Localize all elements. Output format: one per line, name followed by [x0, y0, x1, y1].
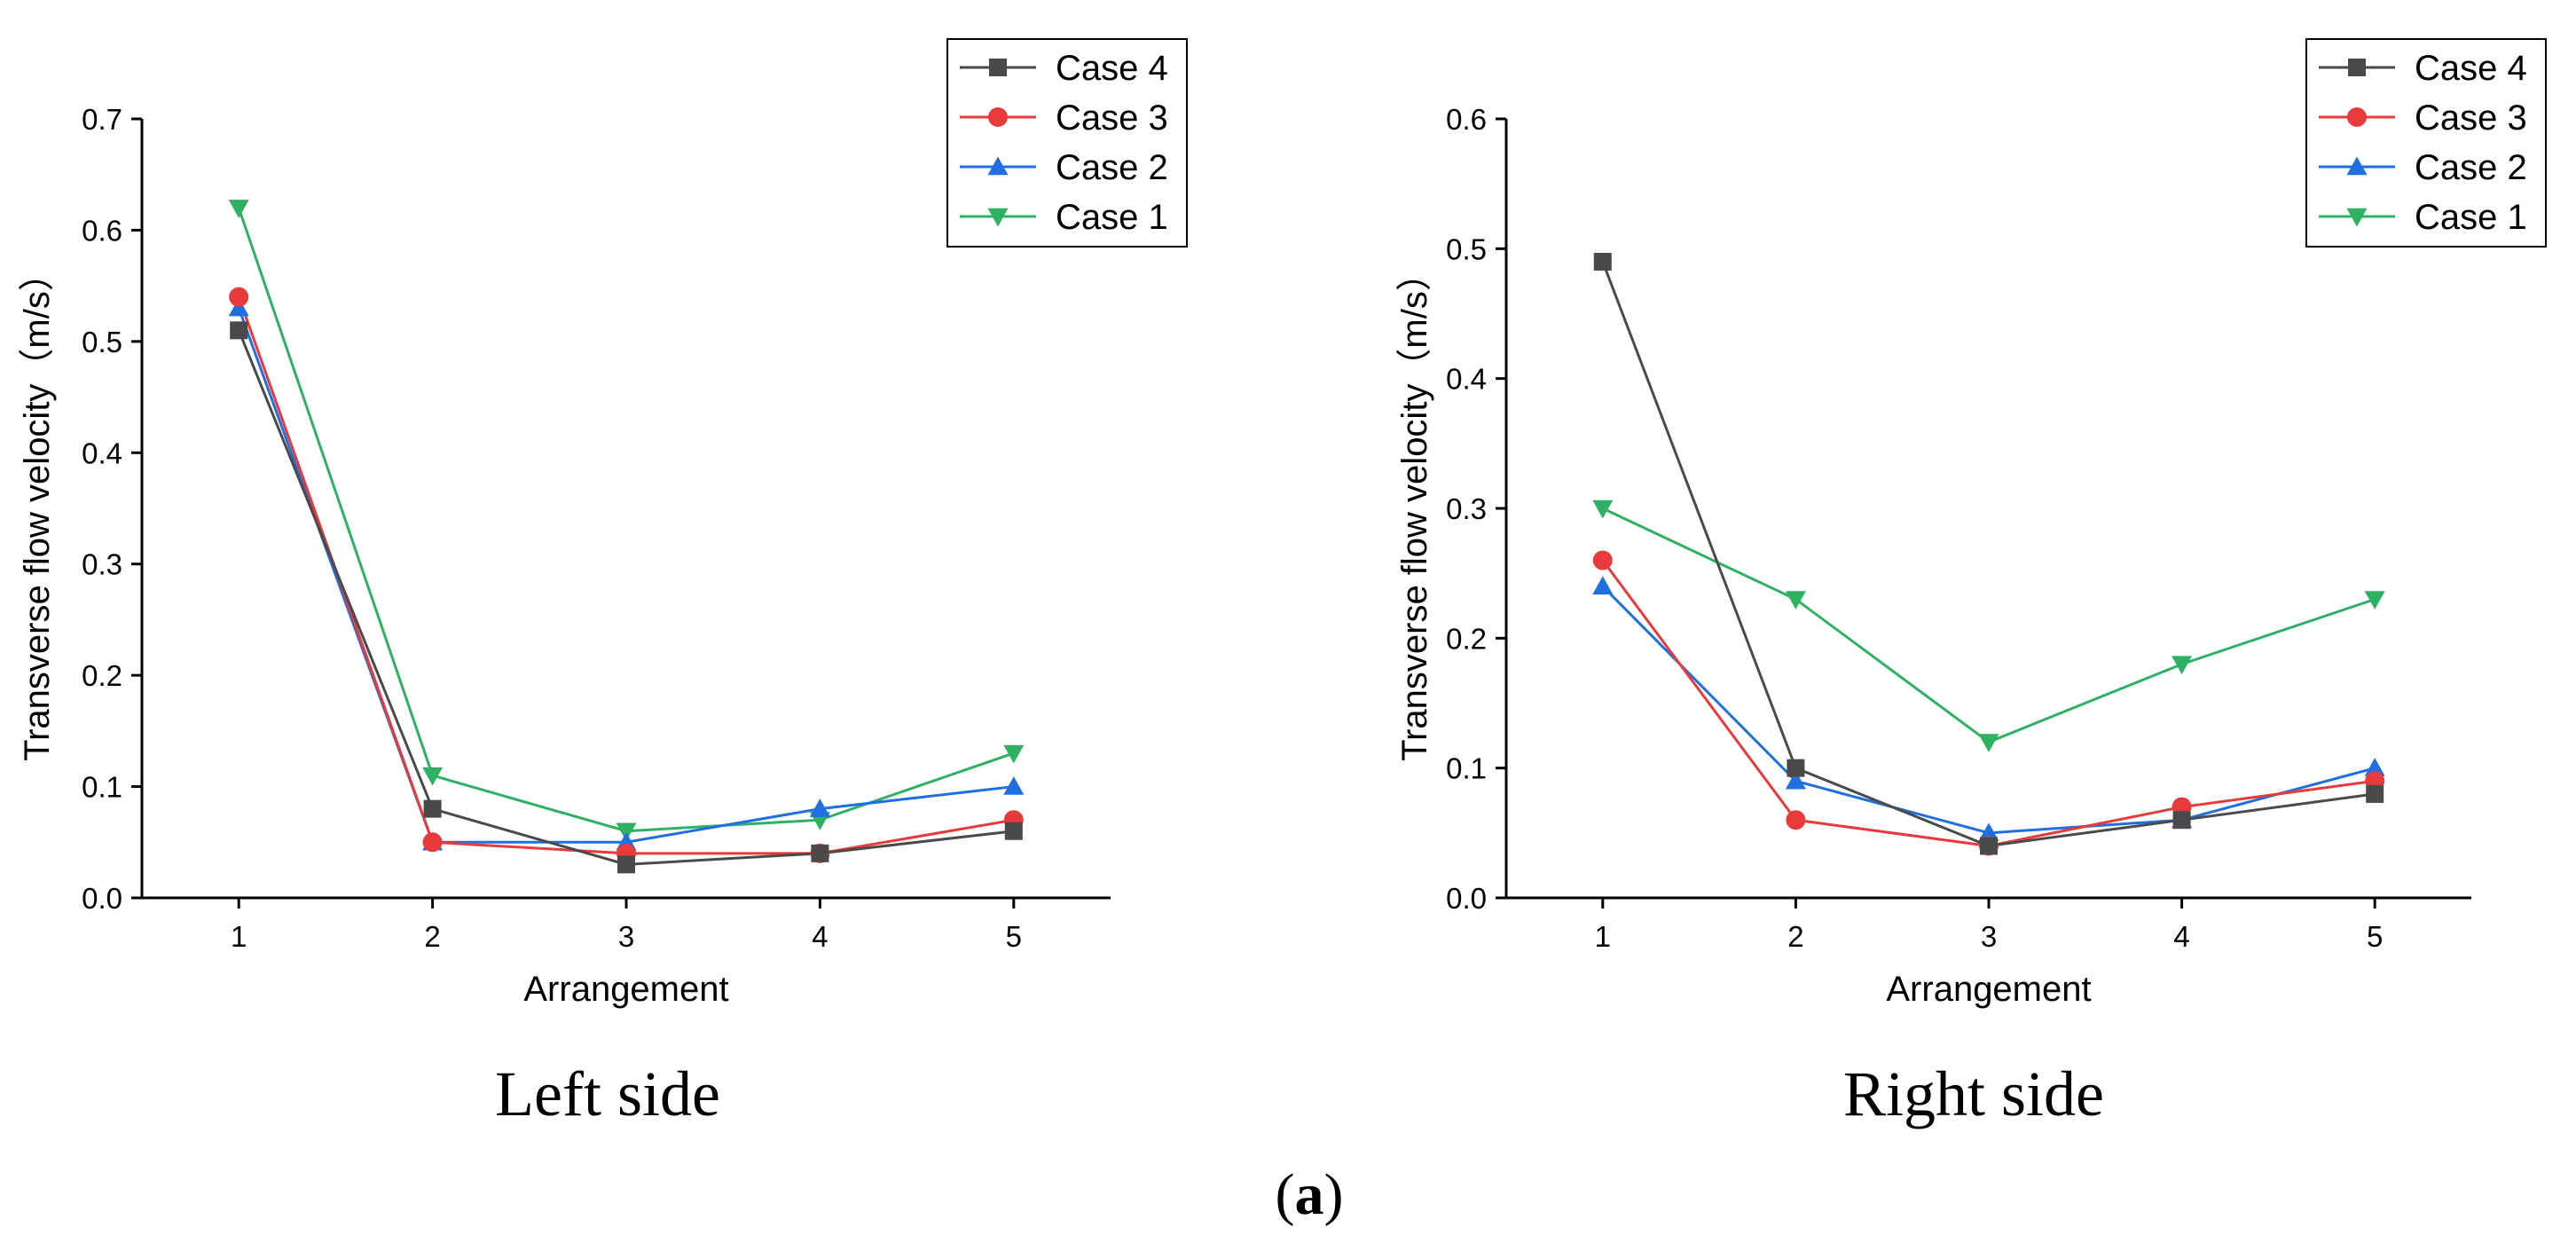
chart-right-legend-marker: [2348, 59, 2366, 76]
figure-label-close: ): [1324, 1162, 1344, 1227]
chart-right-data-point: [2364, 591, 2385, 610]
chart-right-legend-marker: [2346, 156, 2368, 176]
chart-left-data-point: [809, 799, 830, 817]
chart-left-x-tick-label: 3: [618, 920, 634, 953]
chart-right-data-point: [1592, 576, 1614, 594]
chart-left-legend-marker: [988, 107, 1008, 127]
chart-left-legend-label: Case 4: [1056, 49, 1168, 88]
chart-right-y-tick-label: 0.2: [1446, 622, 1487, 655]
chart-left-y-tick-label: 0.3: [82, 548, 122, 581]
chart-left-data-point: [1003, 744, 1025, 764]
chart-left-series-line: [237, 329, 1014, 866]
chart-right-data-point: [1787, 759, 1805, 777]
chart-right-data-point: [2366, 784, 2384, 803]
chart-right-y-axis-title: Transverse flow velocity（m/s）: [1395, 256, 1434, 761]
chart-left-y-tick-label: 0.1: [82, 771, 122, 804]
caption-right-side: Right side: [1843, 1058, 2104, 1129]
chart-left-y-tick-label: 0.4: [82, 437, 122, 469]
chart-right-x-axis-title: Arrangement: [1886, 970, 2091, 1009]
chart-right-legend-label: Case 2: [2415, 148, 2527, 187]
figure-label: (a): [1276, 1162, 1344, 1227]
chart-right-data-point: [2172, 811, 2191, 830]
chart-right-y-tick-label: 0.6: [1446, 103, 1487, 136]
chart-right-legend-label: Case 4: [2415, 49, 2527, 88]
chart-left-data-point: [228, 297, 249, 317]
chart-right-x-tick-label: 2: [1787, 920, 1803, 953]
chart-right-data-point: [1592, 500, 1614, 519]
chart-left-x-tick-label: 2: [424, 920, 440, 953]
caption-left-side: Left side: [495, 1058, 720, 1129]
chart-right-y-tick-label: 0.3: [1446, 492, 1487, 525]
chart-left-x-tick-label: 4: [812, 920, 828, 953]
chart-left-x-tick-label: 1: [231, 920, 247, 953]
chart-right-data-point: [1593, 252, 1612, 271]
chart-left-y-tick-label: 0.2: [82, 659, 122, 692]
chart-left-data-point: [811, 844, 829, 862]
chart-left-legend-marker: [987, 156, 1009, 176]
chart-left-series-line: [237, 207, 1015, 833]
chart-right-legend-marker: [2347, 107, 2367, 127]
chart-right-x-tick-label: 4: [2173, 920, 2189, 953]
chart-right-y-tick-label: 0.1: [1446, 752, 1487, 785]
chart-left-data-point: [617, 855, 635, 874]
chart-left-data-point: [423, 799, 442, 818]
chart-right-series-line: [1601, 261, 2376, 848]
chart-right-data-point: [1978, 734, 1999, 752]
chart-left-data-point: [228, 200, 249, 218]
chart-left-x-axis-title: Arrangement: [523, 970, 728, 1009]
chart-right-x-tick-label: 1: [1595, 920, 1611, 953]
chart-left-y-axis-title: Transverse flow velocity（m/s）: [18, 256, 57, 761]
chart-left-data-point: [422, 832, 443, 853]
chart-left-y-tick-label: 0.0: [82, 882, 122, 915]
chart-left-series-line: [237, 296, 1015, 855]
chart-right-x-tick-label: 3: [1981, 920, 1997, 953]
figure-label-open: (: [1276, 1162, 1295, 1227]
chart-left-data-point: [422, 767, 444, 786]
chart-left-legend-marker: [989, 59, 1007, 76]
chart-left-legend-label: Case 2: [1056, 148, 1168, 187]
chart-right-data-point: [1980, 837, 1998, 855]
figure-label-letter: a: [1295, 1162, 1324, 1227]
chart-left-y-tick-label: 0.6: [82, 214, 122, 247]
chart-left-legend-marker: [987, 208, 1009, 227]
chart-left-legend-label: Case 1: [1056, 198, 1168, 237]
chart-right-legend-marker: [2346, 208, 2368, 227]
chart-left-x-tick-label: 5: [1006, 920, 1022, 953]
chart-left-y-tick-label: 0.5: [82, 326, 122, 358]
chart-left-legend-label: Case 3: [1056, 98, 1168, 138]
chart-left-side: 0.0 0.1 0.2 0.3 0.4 0.5 0.6 0.7 1 2 3 4 5 Arrangement…: [18, 38, 1188, 1009]
chart-left-legend-box: [946, 38, 1188, 248]
chart-left-data-point: [1004, 822, 1023, 840]
chart-right-legend-label: Case 3: [2415, 98, 2527, 138]
chart-left-data-point: [229, 287, 249, 307]
chart-right-y-tick-label: 0.5: [1446, 232, 1487, 265]
chart-right-data-point: [1592, 550, 1613, 570]
chart-right-legend-label: Case 1: [2415, 198, 2527, 237]
chart-right-data-point: [2364, 758, 2385, 776]
chart-right-side: 0.0 0.1 0.2 0.3 0.4 0.5 0.6 1 2 3 4 5 Arrangement Tra…: [1395, 38, 2547, 1009]
chart-right-data-point: [1785, 770, 1806, 790]
chart-left-data-point: [1003, 776, 1025, 795]
chart-right-y-tick-label: 0.0: [1446, 882, 1487, 915]
chart-right-data-point: [1978, 822, 1999, 842]
chart-left-y-tick-label: 0.7: [82, 103, 122, 136]
chart-left-data-point: [230, 321, 248, 340]
chart-right-legend-box: [2305, 38, 2547, 248]
chart-right-x-tick-label: 5: [2367, 920, 2383, 953]
chart-right-data-point: [2172, 656, 2193, 675]
chart-right-data-point: [1785, 591, 1806, 610]
chart-right-y-tick-label: 0.4: [1446, 363, 1487, 396]
chart-right-series-line: [1602, 507, 2376, 744]
chart-left-series-line: [237, 307, 1014, 844]
chart-right-data-point: [1786, 810, 1806, 830]
